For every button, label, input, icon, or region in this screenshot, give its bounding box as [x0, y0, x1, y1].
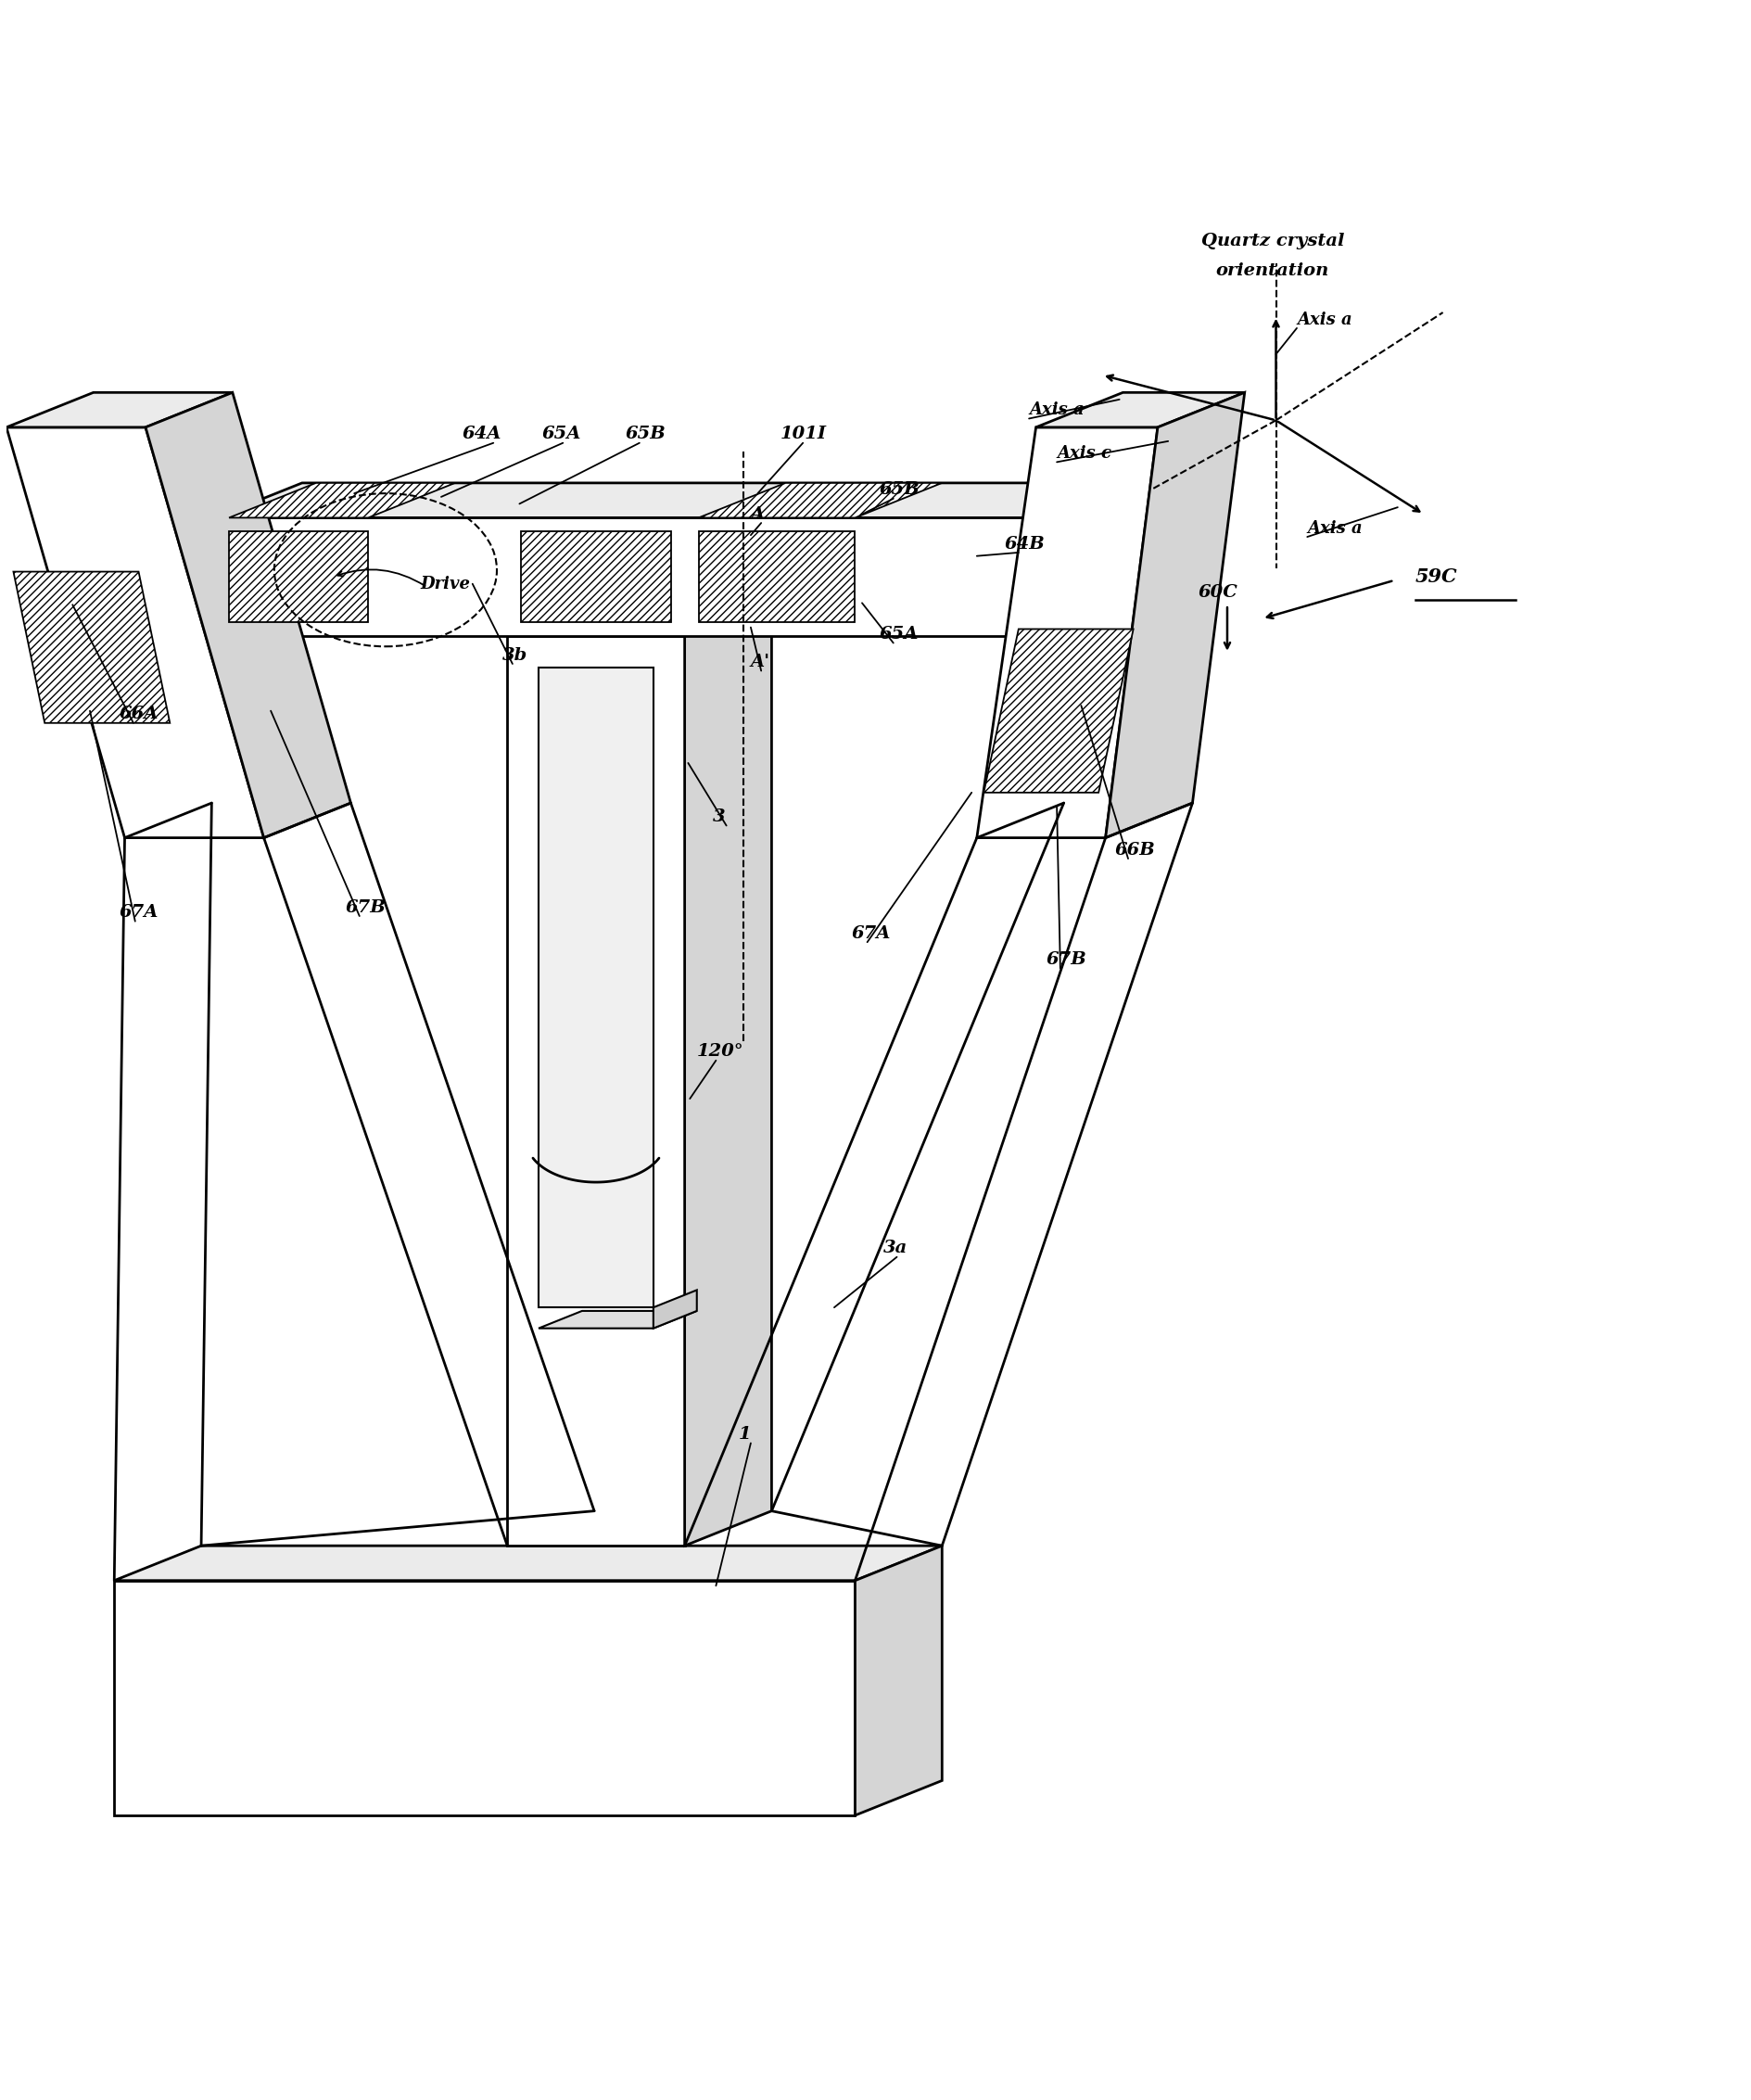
Text: 65B: 65B — [625, 426, 665, 443]
Text: 65A: 65A — [541, 426, 581, 443]
Polygon shape — [1105, 393, 1243, 838]
Polygon shape — [114, 1581, 854, 1814]
Text: 65B: 65B — [879, 481, 919, 498]
Polygon shape — [538, 1310, 697, 1329]
Text: 3a: 3a — [883, 1239, 907, 1256]
Polygon shape — [538, 668, 653, 1308]
Polygon shape — [215, 519, 1035, 636]
Polygon shape — [1035, 483, 1122, 636]
Polygon shape — [7, 393, 233, 426]
Polygon shape — [508, 636, 685, 1546]
Text: orientation: orientation — [1215, 262, 1329, 279]
Text: 120°: 120° — [697, 1044, 744, 1060]
Text: 67A: 67A — [119, 905, 159, 922]
Polygon shape — [854, 1546, 942, 1814]
Polygon shape — [699, 483, 942, 519]
Polygon shape — [7, 426, 264, 838]
Text: 66B: 66B — [1114, 842, 1154, 859]
Text: 101I: 101I — [779, 426, 826, 443]
Text: 64A: 64A — [462, 426, 501, 443]
Text: Axis a: Axis a — [1306, 521, 1362, 536]
Text: 3b: 3b — [503, 647, 527, 664]
Polygon shape — [520, 531, 671, 622]
Polygon shape — [685, 601, 770, 1546]
Text: 66A: 66A — [119, 706, 159, 722]
Polygon shape — [14, 571, 170, 722]
Text: 67A: 67A — [851, 926, 891, 941]
Text: A: A — [751, 506, 765, 523]
Text: 67B: 67B — [1045, 951, 1086, 968]
Text: 1: 1 — [739, 1426, 751, 1443]
Text: Quartz crystal: Quartz crystal — [1199, 233, 1343, 250]
Polygon shape — [229, 531, 368, 622]
Polygon shape — [699, 531, 854, 622]
Text: 60C: 60C — [1198, 584, 1236, 601]
Polygon shape — [977, 426, 1157, 838]
Text: A': A' — [751, 653, 770, 670]
Text: 3: 3 — [713, 808, 725, 825]
Text: Drive: Drive — [420, 575, 469, 592]
Text: 64B: 64B — [1003, 536, 1045, 552]
Text: 59C: 59C — [1415, 567, 1457, 586]
Polygon shape — [145, 393, 350, 838]
Text: Axis a: Axis a — [1028, 401, 1084, 418]
Text: Axis a: Axis a — [1296, 311, 1352, 328]
Text: 67B: 67B — [345, 899, 385, 916]
Polygon shape — [215, 483, 1122, 519]
Polygon shape — [653, 1289, 697, 1329]
Polygon shape — [114, 1546, 942, 1581]
Text: Axis c: Axis c — [1056, 445, 1110, 462]
Polygon shape — [229, 483, 455, 519]
Text: 65A: 65A — [879, 626, 918, 643]
Polygon shape — [984, 630, 1133, 792]
Polygon shape — [1035, 393, 1243, 426]
